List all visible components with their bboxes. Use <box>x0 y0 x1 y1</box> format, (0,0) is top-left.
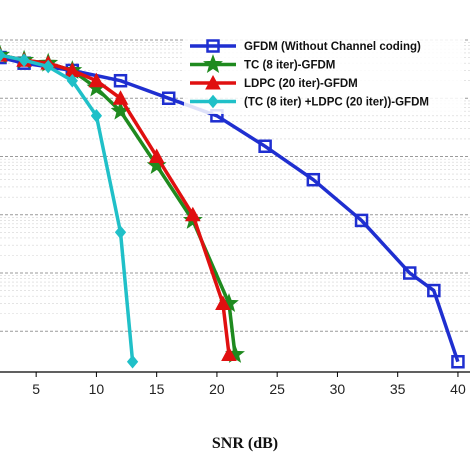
x-tick-label: 25 <box>269 381 285 397</box>
data-point-square <box>354 213 369 228</box>
data-point-diamond <box>0 48 6 62</box>
legend-item: (TC (8 iter) +LDPC (20 iter))-GFDM <box>190 94 429 109</box>
data-point-triangle <box>205 74 221 90</box>
legend-item: TC (8 iter)-GFDM <box>190 54 335 73</box>
data-point-diamond <box>114 225 127 240</box>
data-point-square <box>206 39 220 53</box>
series-4 <box>0 48 139 369</box>
data-point-square <box>161 91 176 106</box>
legend-label: TC (8 iter)-GFDM <box>244 60 335 72</box>
legend: GFDM (Without Channel coding) TC (8 iter)… <box>184 34 464 114</box>
data-point-diamond <box>42 59 54 74</box>
legend-item: GFDM (Without Channel coding) <box>190 39 421 53</box>
data-point-square <box>402 266 417 280</box>
series-group <box>0 44 465 369</box>
data-point-triangle <box>215 295 231 310</box>
data-point-diamond <box>90 109 103 123</box>
legend-label: GFDM (Without Channel coding) <box>244 41 421 53</box>
data-point-star <box>203 54 223 73</box>
data-point-square <box>258 139 272 154</box>
data-point-diamond <box>207 94 219 109</box>
data-point-diamond <box>66 73 78 88</box>
data-point-triangle <box>148 148 165 164</box>
data-point-triangle <box>112 90 129 105</box>
x-tick-label: 20 <box>209 381 225 397</box>
data-point-square <box>113 73 128 88</box>
x-tick-label: 10 <box>89 381 105 397</box>
legend-label: (TC (8 iter) +LDPC (20 iter))-GFDM <box>244 97 429 109</box>
legend-item: LDPC (20 iter)-GFDM <box>190 74 358 90</box>
axes-group: 5 10 15 20 25 30 35 40 <box>0 371 470 397</box>
data-point-triangle <box>221 346 237 361</box>
data-point-diamond <box>126 354 139 369</box>
x-tick-label: 5 <box>32 381 40 397</box>
legend-label: LDPC (20 iter)-GFDM <box>244 78 358 90</box>
x-axis-title: SNR (dB) <box>212 435 278 452</box>
data-point-triangle <box>184 206 201 222</box>
data-point-triangle <box>88 72 105 88</box>
x-tick-label: 35 <box>390 381 406 397</box>
x-tick-label: 15 <box>149 381 165 397</box>
x-tick-label: 30 <box>330 381 346 397</box>
data-point-square <box>427 283 441 298</box>
x-tick-label: 40 <box>450 381 466 397</box>
data-point-square <box>306 172 321 187</box>
data-point-square <box>451 354 465 369</box>
data-point-diamond <box>18 53 30 67</box>
